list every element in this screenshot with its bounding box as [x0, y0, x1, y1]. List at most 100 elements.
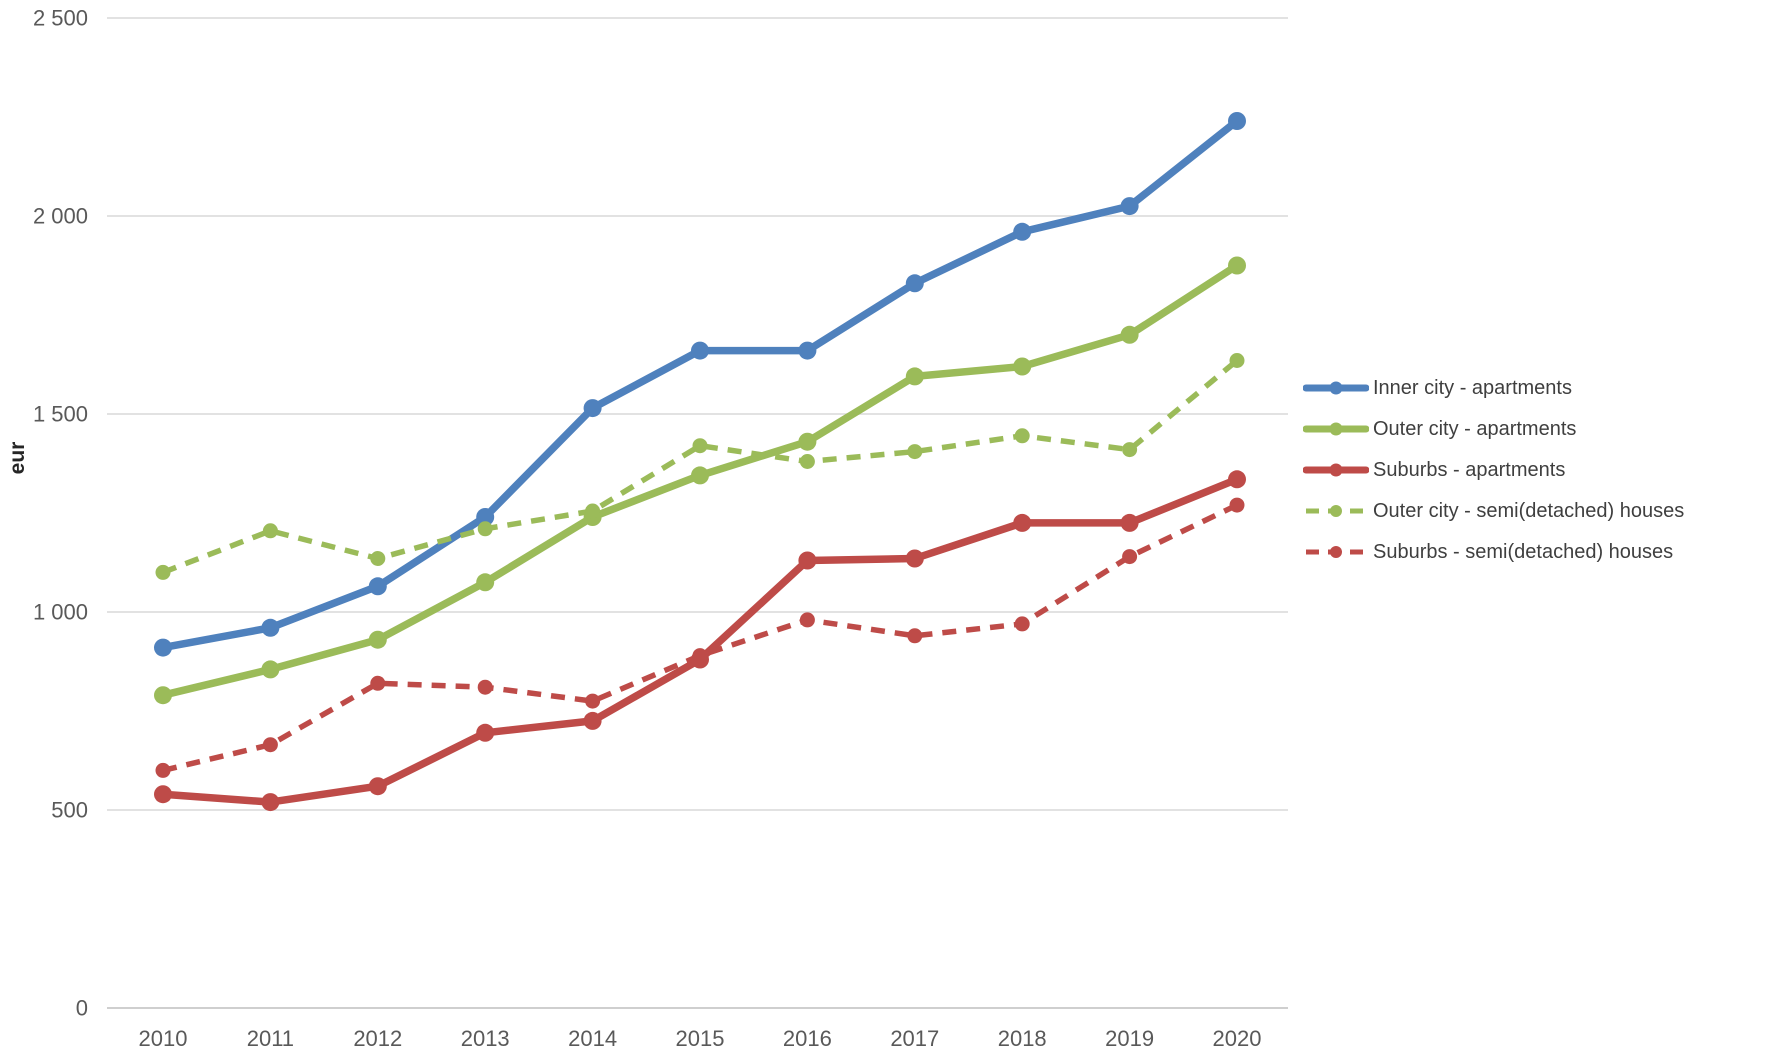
data-point-marker [1228, 256, 1246, 275]
data-point-marker [1229, 497, 1245, 513]
x-tick-label-2017: 2017 [890, 1026, 939, 1051]
data-point-marker [1014, 428, 1030, 444]
data-point-marker [585, 693, 601, 709]
data-point-marker [691, 341, 709, 360]
data-point-marker [154, 785, 172, 804]
series-suburbs-semi-detached-houses [155, 497, 1245, 778]
series-layer [154, 112, 1246, 812]
data-point-marker [907, 444, 923, 460]
data-point-marker [1229, 353, 1245, 368]
data-point-marker [1120, 197, 1139, 216]
data-point-marker [798, 341, 817, 360]
y-tick-label: 500 [51, 798, 88, 823]
data-point-marker [905, 549, 924, 568]
data-point-marker [905, 367, 924, 386]
data-point-marker [692, 438, 708, 454]
data-point-marker [905, 274, 924, 293]
legend-item-outer-city-semi-detached-houses: Outer city - semi(detached) houses [1303, 499, 1684, 523]
legend-key-dashed-line-icon [1306, 505, 1366, 517]
data-point-marker [261, 618, 280, 637]
legend-label: Outer city - apartments [1373, 418, 1577, 440]
series-outer-city-semi-detached-houses [155, 353, 1245, 580]
data-point-marker [155, 564, 171, 580]
data-point-marker [368, 777, 387, 796]
series-line [159, 475, 1241, 806]
legend-label: Suburbs - semi(detached) houses [1373, 541, 1674, 563]
legend-key-line-icon [1303, 381, 1369, 395]
data-point-marker [1228, 112, 1246, 130]
data-point-marker [799, 612, 815, 628]
gridlines-layer [107, 17, 1288, 1009]
data-point-marker [476, 573, 495, 592]
x-tick-label-2016: 2016 [783, 1026, 832, 1051]
x-tick-label-2018: 2018 [998, 1026, 1047, 1051]
data-point-marker [1122, 442, 1138, 458]
data-point-marker [262, 523, 278, 539]
series-outer-city-apartments [154, 256, 1246, 705]
y-axis-title: eur [6, 442, 29, 475]
data-point-marker [476, 723, 495, 742]
data-point-marker [261, 793, 280, 812]
legend-item-suburbs-apartments: Suburbs - apartments [1303, 458, 1684, 482]
y-tick-label: 2 500 [33, 6, 88, 31]
legend-label: Outer city - semi(detached) houses [1373, 500, 1685, 522]
data-point-marker [798, 551, 817, 570]
series-suburbs-apartments [154, 470, 1246, 812]
legend-item-inner-city-apartments: Inner city - apartments [1303, 376, 1684, 400]
data-point-marker [585, 503, 601, 519]
data-point-marker [583, 399, 602, 418]
legend-key-line-icon [1303, 422, 1369, 436]
data-point-marker [907, 628, 923, 644]
legend-label: Suburbs - apartments [1373, 459, 1566, 481]
data-point-marker [691, 466, 709, 485]
data-point-marker [154, 686, 172, 705]
data-point-marker [370, 551, 386, 566]
data-point-marker [370, 675, 386, 691]
x-tick-label-2010: 2010 [139, 1026, 188, 1051]
legend-key-line-icon [1303, 463, 1369, 477]
series-line [159, 117, 1241, 652]
x-tick-label-2013: 2013 [461, 1026, 510, 1051]
data-point-marker [1122, 549, 1138, 565]
series-inner-city-apartments [154, 112, 1246, 657]
x-tick-label-2020: 2020 [1213, 1026, 1262, 1051]
x-tick-label-2011: 2011 [247, 1026, 294, 1051]
data-point-marker [1120, 325, 1139, 344]
data-point-marker [368, 577, 387, 596]
y-tick-label: 1 000 [33, 600, 88, 625]
x-tick-label-2014: 2014 [568, 1026, 617, 1051]
data-point-marker [155, 762, 171, 778]
data-point-marker [477, 679, 493, 695]
data-point-marker [583, 711, 602, 730]
data-point-marker [368, 630, 387, 649]
legend-item-outer-city-apartments: Outer city - apartments [1303, 417, 1684, 441]
legend-key-dashed-line-icon [1306, 546, 1366, 558]
axis-labels-layer: 0 500 1 000 1 500 2 000 2 500 2010 2011 2012 2013… [33, 6, 1262, 1052]
series-line [162, 502, 1239, 774]
y-tick-label: 1 500 [33, 402, 88, 427]
data-point-marker [154, 638, 172, 657]
legend-item-suburbs-semi-detached-houses: Suburbs - semi(detached) houses [1303, 540, 1684, 564]
data-point-marker [477, 521, 493, 537]
legend-label: Inner city - apartments [1373, 377, 1572, 399]
data-point-marker [262, 737, 278, 753]
chart-legend: Inner city - apartments Outer city - apa… [1303, 376, 1684, 581]
data-point-marker [476, 508, 495, 526]
data-point-marker [1228, 470, 1246, 489]
data-point-marker [799, 454, 815, 469]
data-point-marker [1013, 222, 1032, 241]
y-tick-label: 0 [76, 996, 88, 1021]
x-tick-label-2012: 2012 [353, 1026, 402, 1051]
x-tick-label-2019: 2019 [1105, 1026, 1154, 1051]
data-point-marker [1013, 513, 1032, 532]
data-point-marker [261, 660, 280, 679]
data-point-marker [1014, 616, 1030, 632]
x-tick-label-2015: 2015 [676, 1026, 725, 1051]
data-point-marker [798, 432, 817, 451]
data-point-marker [1013, 357, 1032, 376]
data-point-marker [1120, 513, 1139, 532]
data-point-marker [692, 648, 708, 664]
y-tick-label: 2 000 [33, 204, 88, 229]
